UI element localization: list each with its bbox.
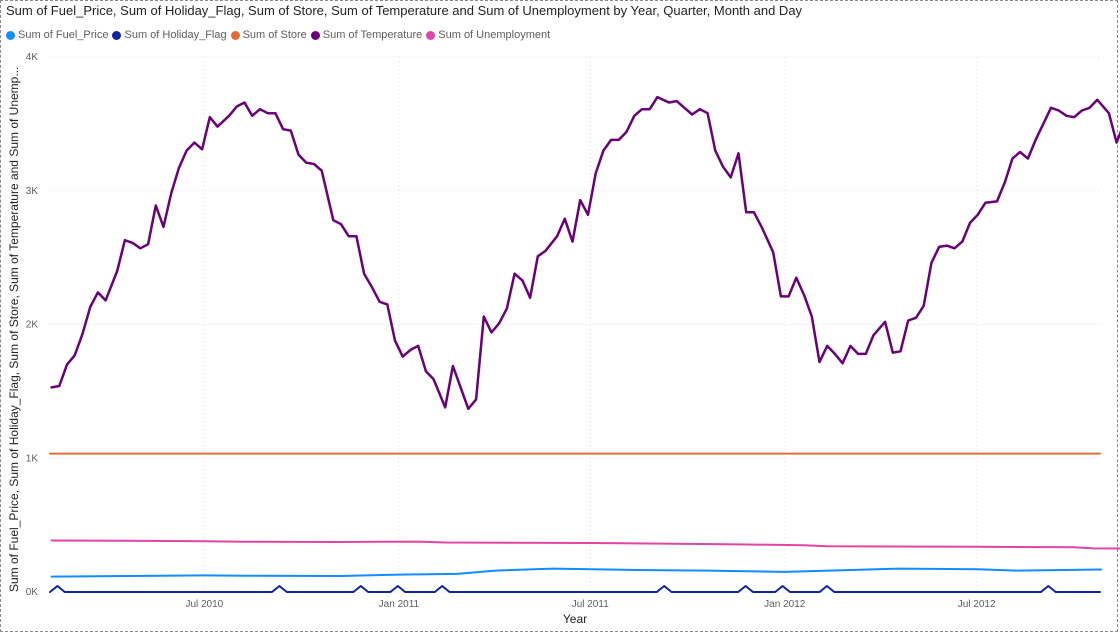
y-tick-label: 4K (26, 52, 39, 63)
temperature-line (50, 95, 1120, 411)
legend-label-holiday-flag: Sum of Holiday_Flag (124, 29, 227, 41)
gridlines (50, 56, 1100, 593)
y-tick-label: 1K (26, 453, 39, 464)
holiday-flag-line (49, 585, 1101, 593)
legend-marker-fuel-price (6, 30, 15, 40)
y-tick-label: 2K (26, 320, 39, 331)
legend-label-unemployment: Sum of Unemployment (438, 29, 551, 41)
unemployment-line (50, 539, 1120, 550)
legend-marker-holiday-flag (112, 30, 122, 40)
legend-item-unemployment[interactable]: Sum of Unemployment (426, 29, 550, 41)
legend-item-temperature[interactable]: Sum of Temperature (310, 29, 423, 41)
legend-marker-temperature (310, 30, 320, 40)
chart-legend: Sum of Fuel_Price Sum of Holiday_Flag Su… (6, 29, 554, 41)
x-tick-label: Jan 2011 (379, 599, 420, 610)
x-tick-label: Jan 2012 (764, 599, 806, 610)
x-tick-label: Jul 2011 (572, 599, 610, 610)
x-tick-label: Jul 2012 (958, 599, 996, 610)
y-axis-title: Sum of Fuel_Price, Sum of Holiday_Flag, … (7, 66, 21, 592)
x-tick-label: Jul 2010 (185, 599, 223, 610)
y-axis-ticks: 0K 1K 2K 3K 4K (26, 52, 39, 598)
y-tick-label: 3K (26, 186, 39, 197)
y-tick-label: 0K (26, 587, 39, 598)
x-axis-title: Year (562, 612, 588, 626)
legend-item-store[interactable]: Sum of Store (230, 29, 307, 41)
legend-label-temperature: Sum of Temperature (322, 29, 423, 41)
legend-label-store: Sum of Store (242, 29, 307, 41)
legend-marker-store (230, 30, 240, 40)
legend-item-fuel-price[interactable]: Sum of Fuel_Price (6, 29, 108, 41)
x-axis-ticks: Jul 2010 Jan 2011 Jul 2011 Jan 2012 Jul 2012 (185, 599, 996, 610)
legend-item-holiday-flag[interactable]: Sum of Holiday_Flag (112, 29, 227, 41)
chart-title: Sum of Fuel_Price, Sum of Holiday_Flag, … (6, 3, 803, 18)
fuel-price-line (50, 567, 1103, 578)
series-lines (49, 95, 1120, 593)
legend-marker-unemployment (426, 30, 436, 40)
legend-label-fuel-price: Sum of Fuel_Price (18, 29, 109, 41)
